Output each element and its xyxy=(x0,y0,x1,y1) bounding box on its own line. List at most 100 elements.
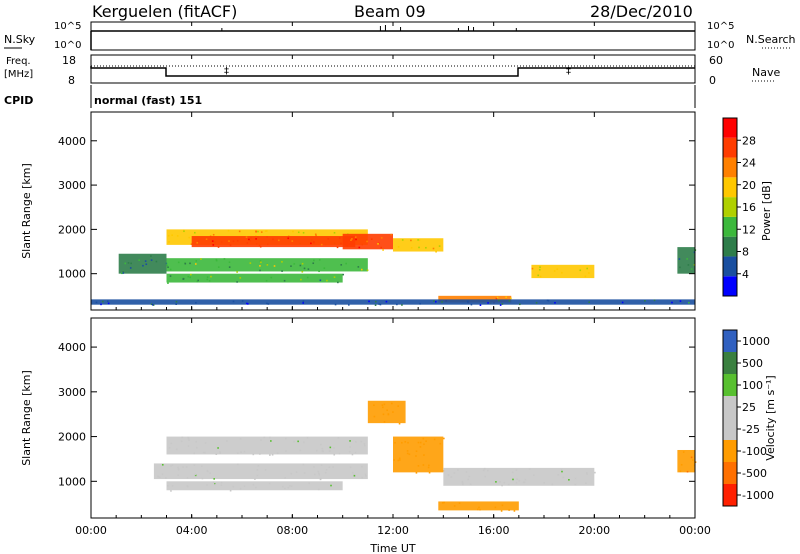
data-cell xyxy=(364,473,367,476)
data-cell xyxy=(503,481,506,484)
nave-label: Nave xyxy=(752,66,780,79)
data-cell xyxy=(417,239,419,241)
data-cell xyxy=(170,442,173,445)
data-cell xyxy=(499,304,502,306)
x-tick-label: 00:00 xyxy=(75,524,107,537)
data-cell xyxy=(206,276,209,278)
power-colorbar-swatch xyxy=(723,216,737,237)
data-cell xyxy=(190,273,192,276)
power-colorbar-tick-label: 24 xyxy=(742,157,756,170)
data-cell xyxy=(557,474,560,476)
data-cell xyxy=(373,404,375,407)
data-cell xyxy=(256,474,259,477)
data-cell xyxy=(535,301,538,304)
data-cell xyxy=(239,438,242,440)
cpid-value: normal (fast) 151 xyxy=(94,94,202,107)
data-cell xyxy=(318,259,321,261)
data-cell xyxy=(584,275,587,278)
velocity-colorbar-tick-label: 100 xyxy=(742,379,763,392)
data-cell xyxy=(220,484,223,486)
data-cell xyxy=(419,441,422,444)
freq-panel: ‡ ‡ Freq. [MHz] 18 8 60 0 Nave xyxy=(4,54,780,87)
data-cell xyxy=(537,274,540,277)
power-colorbar-swatch xyxy=(723,118,737,138)
data-cell xyxy=(290,485,293,487)
data-cell xyxy=(380,246,383,249)
data-cell xyxy=(195,260,198,262)
data-cell xyxy=(273,265,276,267)
data-cell xyxy=(539,266,541,268)
data-cell xyxy=(313,473,316,476)
data-cell xyxy=(239,487,242,490)
data-cell xyxy=(349,446,351,448)
data-cell xyxy=(453,505,456,507)
velocity-colorbar-swatch xyxy=(723,440,737,462)
data-cell xyxy=(206,484,208,486)
data-cell xyxy=(260,261,262,264)
data-cell xyxy=(259,265,261,267)
data-cell xyxy=(217,246,220,248)
data-cell xyxy=(317,488,320,491)
data-cell xyxy=(228,261,231,263)
data-cell xyxy=(470,303,473,306)
data-cell xyxy=(694,461,697,463)
data-cell xyxy=(342,273,345,276)
data-cell xyxy=(385,300,388,303)
data-cell xyxy=(308,482,310,485)
data-cell xyxy=(390,233,393,236)
data-cell xyxy=(323,267,326,269)
data-cell xyxy=(232,300,235,303)
nsky-label: N.Sky xyxy=(4,33,36,46)
data-cell xyxy=(276,452,279,455)
data-cell xyxy=(382,249,384,251)
data-cell xyxy=(169,275,172,277)
power-colorbar-swatch xyxy=(723,236,737,257)
data-cell xyxy=(508,300,511,302)
data-cell xyxy=(588,272,590,274)
data-cell xyxy=(314,233,317,236)
data-cell xyxy=(317,470,320,473)
data-cell xyxy=(264,230,267,232)
data-cell xyxy=(397,246,400,248)
data-cell xyxy=(693,251,696,254)
data-cell xyxy=(271,453,274,456)
data-cell xyxy=(380,237,383,239)
data-cell xyxy=(299,264,302,267)
data-cell xyxy=(328,466,331,469)
data-cell xyxy=(270,440,272,442)
data-cell xyxy=(398,422,401,425)
data-cell xyxy=(228,240,230,242)
data-cell xyxy=(193,464,196,466)
data-cell xyxy=(422,464,425,466)
data-cell xyxy=(161,463,164,466)
data-cell xyxy=(679,266,681,269)
velocity-colorbar-tick-label: -1000 xyxy=(742,489,774,502)
data-cell xyxy=(190,243,193,245)
velocity-colorbar-tick-label: 1000 xyxy=(742,335,770,348)
x-tick-label: 12:00 xyxy=(377,524,409,537)
data-cell xyxy=(236,452,239,454)
data-cell xyxy=(680,463,683,466)
data-cell xyxy=(205,238,208,240)
data-cell xyxy=(226,440,228,442)
data-cell xyxy=(366,240,368,243)
power-colorbar-swatch xyxy=(723,137,737,158)
data-cell xyxy=(340,242,342,245)
nave-tick-bottom: 0 xyxy=(709,74,716,87)
data-cell xyxy=(290,265,292,267)
data-cell xyxy=(510,297,512,300)
data-cell xyxy=(496,296,499,299)
nsky-frame xyxy=(90,21,696,51)
data-cell xyxy=(579,269,582,272)
data-cell xyxy=(318,473,321,476)
data-cell xyxy=(263,436,266,439)
data-cell xyxy=(171,234,173,237)
data-cell xyxy=(212,233,215,236)
data-cell xyxy=(293,263,296,265)
data-cell xyxy=(467,478,469,481)
data-cell xyxy=(417,465,420,467)
data-cell xyxy=(196,446,198,449)
data-cell xyxy=(410,239,412,242)
data-cell xyxy=(161,473,164,476)
data-cell xyxy=(211,240,214,242)
